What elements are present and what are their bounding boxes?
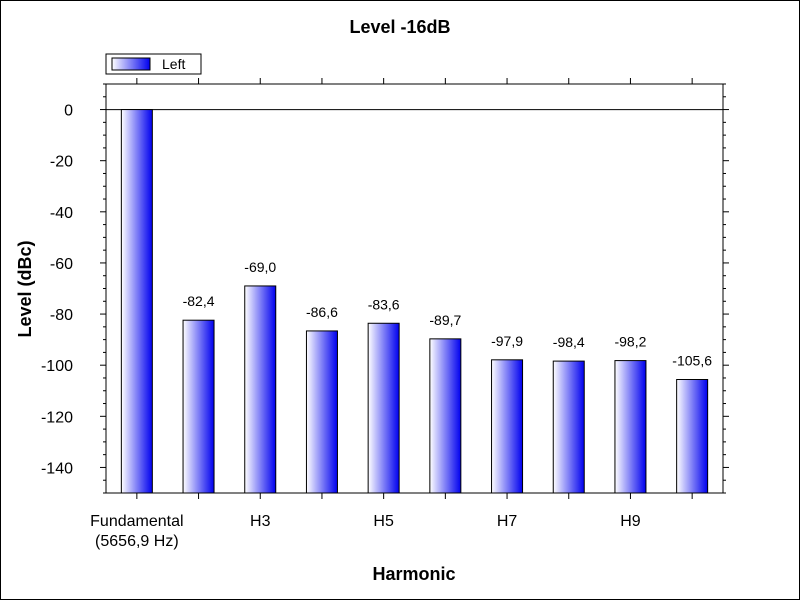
- bar: [120, 109, 153, 494]
- x-tick-label: H7: [497, 513, 518, 530]
- x-axis-label: Harmonic: [372, 564, 455, 584]
- y-tick-label: -100: [41, 358, 73, 375]
- bar: [676, 379, 709, 494]
- bar-data-label: -97,9: [491, 333, 523, 349]
- bar: [244, 285, 277, 494]
- chart-title: Level -16dB: [349, 17, 450, 37]
- legend-swatch-left: [111, 57, 151, 71]
- y-tick-label: -60: [50, 256, 73, 273]
- bar-data-label: -89,7: [429, 312, 461, 328]
- bar: [182, 319, 215, 494]
- legend-label-left: Left: [162, 56, 185, 72]
- legend: Left: [105, 53, 202, 75]
- bar: [429, 338, 462, 494]
- y-tick-label: -20: [50, 154, 73, 171]
- bar-data-label: -98,2: [614, 334, 646, 350]
- bar: [305, 330, 338, 494]
- y-tick-label: 0: [64, 103, 73, 120]
- bar-data-label: -82,4: [183, 293, 215, 309]
- bar: [614, 360, 647, 494]
- x-tick-label: H5: [373, 513, 394, 530]
- bar: [491, 359, 524, 494]
- y-tick-label: -40: [50, 205, 73, 222]
- bar: [367, 322, 400, 494]
- bar-data-label: -98,4: [553, 334, 585, 350]
- x-tick-label: H3: [250, 513, 271, 530]
- bar-data-label: -83,6: [368, 296, 400, 312]
- bar-data-label: -105,6: [672, 353, 712, 369]
- bar-data-label: -86,6: [306, 304, 338, 320]
- y-tick-label: -80: [50, 307, 73, 324]
- x-tick-label: Fundamental (5656,9 Hz): [90, 513, 183, 550]
- y-axis-label: Level (dBc): [15, 240, 35, 337]
- bar: [552, 360, 585, 494]
- y-tick-label: -140: [41, 460, 73, 477]
- x-tick-label: H9: [620, 513, 641, 530]
- bar-data-label: -69,0: [244, 259, 276, 275]
- y-tick-label: -120: [41, 409, 73, 426]
